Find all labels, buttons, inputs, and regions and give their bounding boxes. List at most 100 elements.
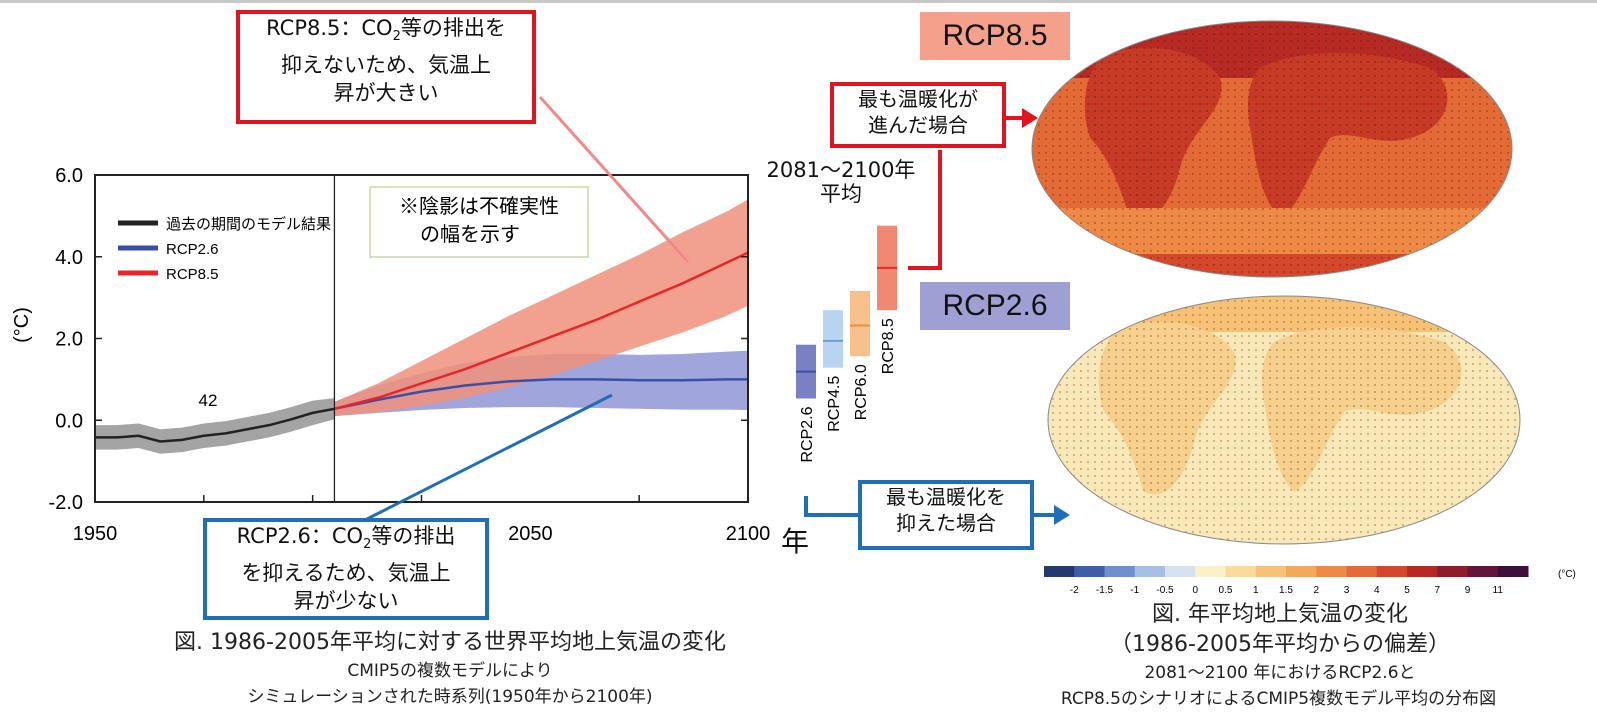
callout-rcp85-line2: 抑えないため、気温上	[281, 53, 491, 78]
colorbar-swatch	[1437, 566, 1468, 577]
scenario-bars-title: 2081～2100年 平均	[756, 158, 926, 206]
callout-rcp85-line1: RCP8.5：CO2等の排出を	[266, 16, 506, 45]
bar-label-RCP8.5: RCP8.5	[880, 318, 897, 374]
colorbar-tick: 9	[1465, 585, 1471, 596]
bar-label-RCP2.6: RCP2.6	[799, 406, 816, 462]
colorbar-swatch	[1286, 566, 1317, 577]
colorbar-swatch	[1497, 566, 1529, 577]
map-label-rcp26: RCP2.6	[920, 282, 1070, 330]
bar-RCP6.0	[850, 290, 870, 357]
callout-rcp85: RCP8.5：CO2等の排出を 抑えないため、気温上 昇が大きい	[236, 10, 536, 124]
colorbar-swatch	[1195, 566, 1226, 577]
colorbar-swatch	[1044, 566, 1075, 577]
least-warming-line2: 抑えた場合	[896, 511, 996, 535]
legend-label-rcp26: RCP2.6	[166, 241, 219, 258]
right-caption-main1: 図. 年平均地上気温の変化	[1152, 602, 1408, 627]
connector-rcp26	[804, 496, 858, 517]
colorbar: -2 -1.5 -1 -0.5 0 0.5 1 1.5 2 3 4 5 7 9 11 (°C)	[1044, 566, 1576, 596]
callout-least-warming: 最も温暖化を 抑えた場合	[858, 480, 1034, 550]
scenario-bars-title-line1: 2081～2100年	[766, 158, 916, 182]
line-RCP2.6	[334, 378, 748, 411]
scenario-bars-title-line2: 平均	[820, 182, 862, 206]
pointer-rcp85	[538, 95, 690, 264]
colorbar-swatch	[1376, 566, 1408, 577]
colorbar-tick: -1	[1130, 585, 1139, 596]
y-tick-label: -2.0	[49, 492, 83, 514]
x-axis-unit: 年	[781, 525, 810, 558]
colorbar-tick: -0.5	[1156, 585, 1174, 596]
arrow-rcp85-head	[1022, 108, 1038, 128]
map-rcp26	[1047, 295, 1521, 545]
legend: 過去の期間のモデル結果 RCP2.6 RCP8.5	[118, 215, 331, 283]
bar-label-RCP4.5: RCP4.5	[826, 376, 843, 432]
colorbar-swatch	[1407, 566, 1438, 577]
callout-rcp26: RCP2.6：CO2等の排出 を抑えるため、気温上 昇が少ない	[203, 518, 489, 620]
y-axis-label: (°C)	[11, 307, 33, 343]
colorbar-tick: 0.5	[1219, 585, 1233, 596]
most-warming-line1: 最も温暖化が	[858, 87, 978, 111]
left-caption-sub1: CMIP5の複数モデルにより	[347, 661, 553, 681]
y-tick-label: 0.0	[55, 410, 83, 432]
colorbar-swatch	[1467, 566, 1499, 577]
time-series-chart: -2.0 0.0 2.0 4.0 6.0 1950 2050 2100 過去の期間のモデル結果…	[11, 165, 771, 545]
series-lines	[95, 251, 749, 443]
colorbar-tick: 5	[1404, 585, 1410, 596]
left-caption-main: 図. 1986-2005年平均に対する世界平均地上気温の変化	[174, 630, 726, 655]
annotation-42: 42	[199, 391, 218, 410]
scenario-bars: RCP2.6 RCP4.5 RCP6.0 RCP8.5	[796, 225, 897, 463]
callout-rcp26-line3: 昇が少ない	[293, 589, 399, 614]
bar-label-RCP6.0: RCP6.0	[853, 364, 870, 420]
arrow-rcp26-head	[1054, 505, 1070, 525]
line-RCP8.5	[334, 251, 749, 411]
map-label-rcp85: RCP8.5	[920, 12, 1070, 60]
band-RCP8.5	[334, 199, 748, 417]
legend-label-historical: 過去の期間のモデル結果	[166, 215, 331, 233]
map-rcp85	[1031, 20, 1513, 278]
most-warming-line2: 進んだ場合	[868, 113, 968, 137]
colorbar-tick: 1.5	[1279, 585, 1293, 596]
callout-most-warming: 最も温暖化が 進んだ場合	[830, 82, 1006, 148]
colorbar-tick: -1.5	[1096, 585, 1114, 596]
top-divider	[0, 0, 1597, 3]
colorbar-tick: 11	[1493, 585, 1504, 596]
left-caption-sub2: シミュレーションされた時系列(1950年から2100年)	[247, 687, 653, 707]
colorbar-swatch	[1255, 566, 1287, 577]
y-tick-label: 4.0	[55, 247, 83, 269]
colorbar-swatch	[1074, 566, 1105, 577]
legend-label-rcp85: RCP8.5	[166, 266, 219, 283]
colorbar-tick: 1	[1253, 585, 1259, 596]
colorbar-tick: 2	[1313, 585, 1319, 596]
y-tick-label: 2.0	[55, 329, 83, 351]
callout-rcp85-line3: 昇が大きい	[333, 81, 439, 106]
colorbar-tick: -2	[1070, 585, 1079, 596]
colorbar-tick: 7	[1434, 585, 1440, 596]
colorbar-swatch	[1134, 566, 1166, 577]
x-tick-label: 1950	[73, 523, 118, 545]
colorbar-swatch	[1316, 566, 1347, 577]
callout-rcp26-line1: RCP2.6：CO2等の排出	[236, 524, 456, 553]
colorbar-swatch	[1104, 566, 1136, 577]
right-caption-sub2: RCP8.5のシナリオによるCMIP5複数モデル平均の分布図	[1060, 689, 1497, 709]
least-warming-line1: 最も温暖化を	[886, 485, 1006, 509]
bar-RCP4.5	[823, 310, 843, 368]
shade-note-line1: ※陰影は不確実性	[399, 195, 559, 218]
right-caption-sub1: 2081～2100 年におけるRCP2.6と	[1144, 663, 1416, 683]
y-tick-label: 6.0	[55, 165, 83, 187]
colorbar-tick: 4	[1374, 585, 1380, 596]
x-tick-label: 2050	[508, 523, 553, 545]
colorbar-swatch	[1225, 566, 1257, 577]
connector-rcp85	[908, 150, 942, 270]
colorbar-swatch	[1165, 566, 1196, 577]
colorbar-tick: 0	[1192, 585, 1198, 596]
colorbar-swatch	[1346, 566, 1378, 577]
line-過去の期間のモデル結果	[95, 407, 335, 443]
x-tick-label: 2100	[726, 523, 771, 545]
axis-ticks: -2.0 0.0 2.0 4.0 6.0 1950 2050 2100	[49, 165, 771, 545]
colorbar-unit: (°C)	[1558, 569, 1576, 580]
colorbar-tick: 3	[1344, 585, 1350, 596]
callout-rcp26-line2: を抑えるため、気温上	[241, 561, 451, 586]
right-caption-main2: （1986-2005年平均からの偏差）	[1110, 632, 1450, 657]
shade-note-line2: の幅を示す	[420, 223, 520, 246]
